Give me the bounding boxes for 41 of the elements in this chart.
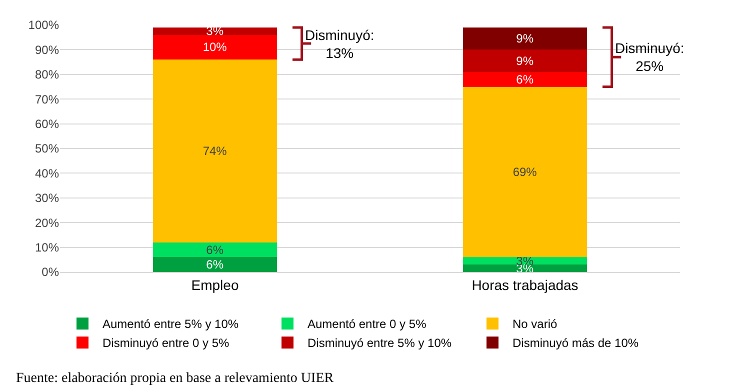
bar xyxy=(463,50,587,72)
legend-label: Disminuyó entre 5% y 10% xyxy=(308,336,452,350)
y-tick-label: 70% xyxy=(34,92,60,106)
y-tick-label: 90% xyxy=(34,42,60,57)
bar xyxy=(463,264,587,272)
bar xyxy=(153,257,277,272)
data-label: 74% xyxy=(202,144,228,158)
y-tick-label: 50% xyxy=(34,142,60,156)
data-label: 10% xyxy=(202,40,228,54)
legend-label: Aumentó entre 5% y 10% xyxy=(102,317,239,332)
data-label: 6% xyxy=(206,242,224,257)
bar xyxy=(463,72,587,87)
data-label: 9% xyxy=(516,32,534,46)
data-label: 6% xyxy=(516,72,534,86)
bar xyxy=(463,27,587,50)
bar xyxy=(153,60,277,242)
bar xyxy=(463,257,587,265)
y-tick-label: 10% xyxy=(34,240,60,254)
bar xyxy=(153,242,277,258)
data-label: 9% xyxy=(516,54,534,68)
y-tick-label: 80% xyxy=(34,68,60,82)
y-tick-label: 40% xyxy=(34,166,60,180)
legend-label: Disminuyó entre 0 y 5% xyxy=(102,336,230,350)
data-label: 6% xyxy=(206,258,224,272)
bar xyxy=(153,27,277,35)
source-note: Fuente: elaboración propia en base a relevamiento UIER xyxy=(16,371,334,386)
y-tick-label: 60% xyxy=(34,117,60,131)
y-tick-label: 20% xyxy=(34,216,60,230)
x-tick-label: Horas trabajadas xyxy=(472,276,578,293)
bar xyxy=(153,34,277,60)
x-tick-label: Empleo xyxy=(191,276,239,293)
data-label: 69% xyxy=(512,164,538,179)
y-tick-label: 100% xyxy=(28,18,60,32)
y-tick-label: 30% xyxy=(34,191,60,206)
annotation: Disminuyó: 13% xyxy=(305,27,374,62)
legend-label: No varió xyxy=(512,317,558,332)
legend-label: Aumentó entre 0 y 5% xyxy=(308,317,427,332)
bar xyxy=(463,86,587,258)
annotation: Disminuyó: 25% xyxy=(615,40,684,74)
y-tick-label: 0% xyxy=(42,265,60,280)
legend-label: Disminuyó más de 10% xyxy=(512,336,639,350)
